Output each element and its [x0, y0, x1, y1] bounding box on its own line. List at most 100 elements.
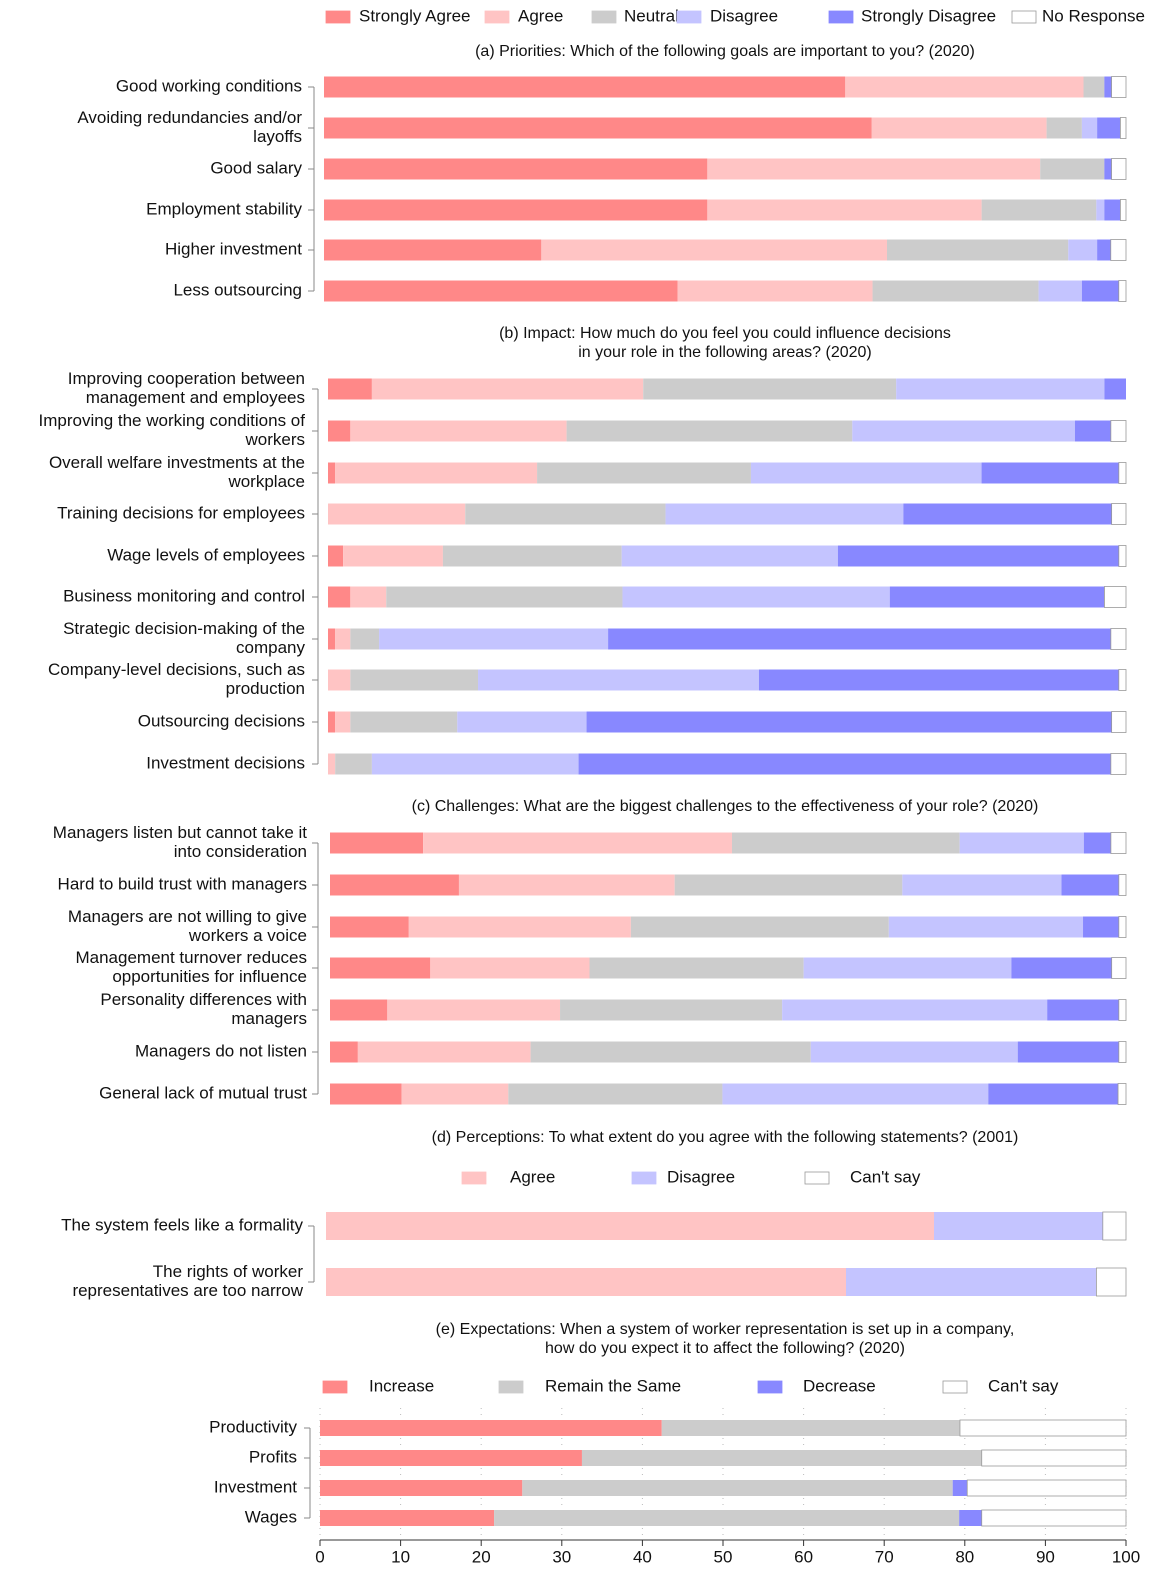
bar-segment — [1111, 711, 1127, 733]
chart-title: (b) Impact: How much do you feel you cou… — [499, 325, 951, 342]
bar-segment — [845, 76, 1084, 98]
bar-segment — [386, 586, 623, 608]
bar-segment — [1068, 239, 1098, 261]
legend-label: No Response — [1042, 6, 1145, 25]
bar-segment — [630, 916, 889, 938]
bar-segment — [1118, 1041, 1127, 1063]
x-tick-label: 80 — [955, 1547, 974, 1566]
bar-segment — [1096, 199, 1105, 221]
bar-segment — [1118, 999, 1127, 1021]
bar-segment — [328, 711, 336, 733]
bar-segment — [889, 586, 1105, 608]
bar-segment — [1083, 832, 1111, 854]
bar-segment — [1110, 628, 1127, 650]
bar-segment — [758, 669, 1119, 691]
legend-swatch — [757, 1380, 783, 1394]
bar-segment — [674, 874, 903, 896]
bar-segment — [324, 280, 678, 302]
bar-segment — [328, 503, 466, 525]
bar-segment — [371, 378, 644, 400]
bar-segment — [810, 1041, 1018, 1063]
bar-segment — [981, 199, 1097, 221]
legend-swatch — [804, 1171, 830, 1185]
bar-segment — [328, 586, 351, 608]
bar-segment — [387, 999, 561, 1021]
bar-segment — [326, 1212, 934, 1240]
legend-label: Agree — [510, 1167, 555, 1186]
bar-segment — [896, 378, 1105, 400]
bar-segment — [1111, 76, 1127, 98]
bar-segment — [1102, 1211, 1127, 1241]
y-tick-label: The system feels like a formality — [61, 1215, 303, 1234]
bar-segment — [350, 711, 458, 733]
legend-swatch — [591, 10, 617, 24]
legend-label: Remain the Same — [545, 1376, 681, 1395]
legend-label: Decrease — [803, 1376, 876, 1395]
legend-swatch — [631, 1171, 657, 1185]
bar-segment — [608, 628, 1111, 650]
bar-segment — [328, 462, 336, 484]
y-tick-label: Management turnover reduces — [75, 948, 307, 967]
bar-segment — [934, 1212, 1103, 1240]
y-tick-label: management and employees — [86, 388, 305, 407]
x-tick-label: 0 — [315, 1547, 324, 1566]
y-tick-label: Managers are not willing to give — [68, 907, 307, 926]
bar-segment — [1110, 832, 1127, 854]
bar-segment — [1017, 1041, 1119, 1063]
bar-segment — [320, 1480, 523, 1496]
bar-segment — [1083, 76, 1105, 98]
legend-swatch — [498, 1380, 524, 1394]
bar-segment — [1118, 280, 1127, 302]
bar-segment — [661, 1420, 960, 1436]
legend-label: Increase — [369, 1376, 434, 1395]
bar-segment — [330, 832, 424, 854]
y-tick-label: Personality differences with — [100, 990, 307, 1009]
chart-title: (a) Priorities: Which of the following g… — [475, 43, 975, 60]
chart-title: in your role in the following areas? (20… — [578, 344, 872, 361]
bar-segment — [357, 1041, 531, 1063]
bar-segment — [324, 199, 708, 221]
legend-label: Strongly Disagree — [861, 6, 996, 25]
y-tick-label: Hard to build trust with managers — [58, 874, 307, 893]
bar-segment — [1111, 158, 1127, 180]
bar-segment — [330, 1083, 402, 1105]
bar-segment — [846, 1268, 1097, 1296]
x-tick-label: 40 — [633, 1547, 652, 1566]
bar-segment — [1097, 239, 1111, 261]
y-tick-label: Training decisions for employees — [57, 503, 305, 522]
bar-segment — [350, 420, 567, 442]
bar-segment — [852, 420, 1075, 442]
x-tick-label: 100 — [1112, 1547, 1140, 1566]
bar-segment — [959, 1510, 982, 1526]
bar-segment — [981, 462, 1119, 484]
bar-segment — [1110, 420, 1127, 442]
x-tick-label: 70 — [875, 1547, 894, 1566]
bar-segment — [328, 378, 372, 400]
y-tick-label: representatives are too narrow — [72, 1281, 303, 1300]
bar-segment — [1040, 158, 1105, 180]
bar-segment — [621, 545, 838, 567]
legend-label: Can't say — [988, 1376, 1059, 1395]
bar-segment — [782, 999, 1048, 1021]
y-tick-label: Wages — [245, 1507, 297, 1526]
bar-segment — [1111, 503, 1127, 525]
legend-swatch — [461, 1171, 487, 1185]
bar-segment — [530, 1041, 811, 1063]
bar-segment — [707, 199, 982, 221]
bar-segment — [1118, 916, 1127, 938]
bar-segment — [330, 957, 431, 979]
bar-segment — [330, 1041, 358, 1063]
y-tick-label: Good working conditions — [116, 76, 302, 95]
y-tick-label: Managers listen but cannot take it — [53, 823, 307, 842]
bar-segment — [1118, 545, 1127, 567]
bar-segment — [328, 545, 344, 567]
bar-segment — [589, 957, 804, 979]
bar-segment — [707, 158, 1041, 180]
chart-title: how do you expect it to affect the follo… — [545, 1340, 905, 1357]
bar-segment — [430, 957, 590, 979]
bar-segment — [1038, 280, 1082, 302]
bar-segment — [541, 239, 888, 261]
x-tick-label: 90 — [1036, 1547, 1055, 1566]
y-tick-label: into consideration — [174, 842, 307, 861]
